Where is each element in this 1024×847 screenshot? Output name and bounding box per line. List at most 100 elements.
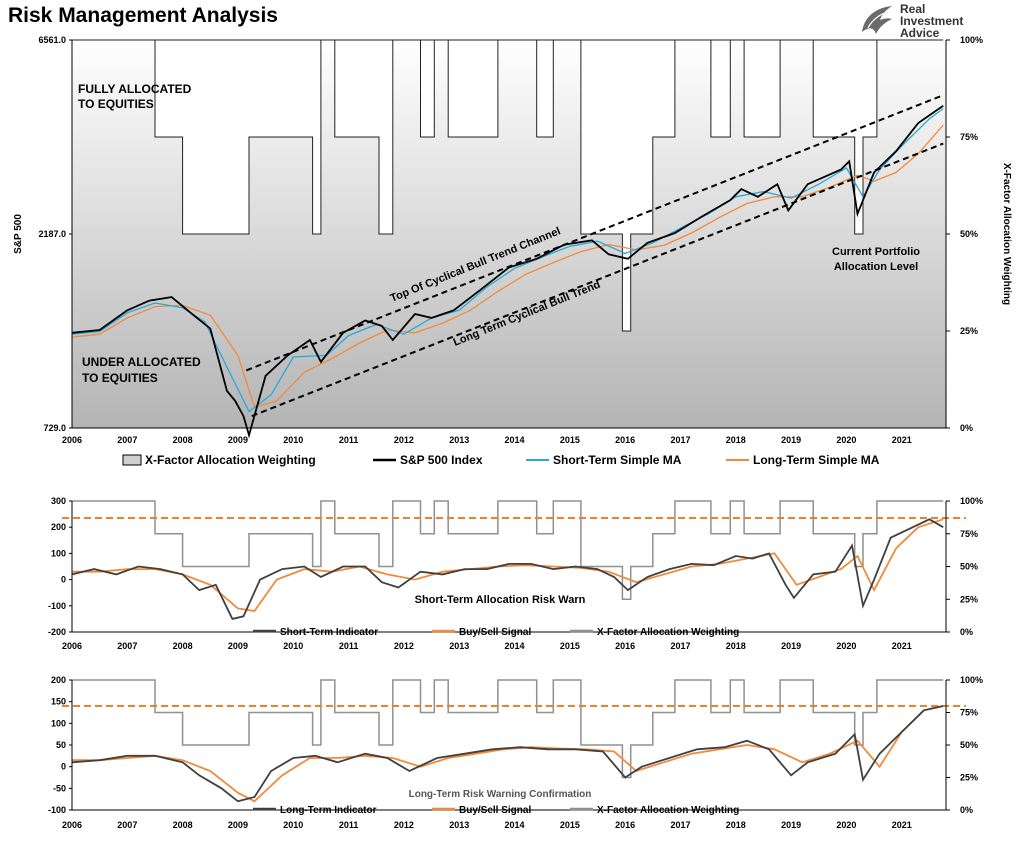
panel2-x-tick-2006: 2006: [62, 641, 82, 651]
panel2-x-tick-2020: 2020: [836, 641, 856, 651]
panel2-y-tick-100: 100: [51, 548, 66, 558]
panel1-x-tick-2019: 2019: [781, 435, 801, 445]
current-portfolio-label: Current Portfolio: [832, 246, 920, 258]
panel3-y-tick-100: 100: [51, 718, 66, 728]
panel1-x-tick-2012: 2012: [394, 435, 414, 445]
legend-xfactor-swatch: [122, 454, 142, 466]
panel2-x-tick-2021: 2021: [892, 641, 912, 651]
panel2-x-tick-2009: 2009: [228, 641, 248, 651]
panel3-y2-tick-25: 25%: [960, 773, 978, 783]
panel2-x-tick-2008: 2008: [173, 641, 193, 651]
panel1-x-tick-2021: 2021: [892, 435, 912, 445]
panel1-y2-tick-25: 25%: [960, 326, 978, 336]
panel1-x-tick-2014: 2014: [505, 435, 525, 445]
panel2-title: Short-Term Allocation Risk Warn: [415, 594, 586, 606]
panel1-short-ma-line: [71, 108, 944, 413]
panel3-y-tick-50: -50: [53, 783, 66, 793]
panel3-x-tick-2014: 2014: [505, 820, 525, 830]
panel1-x-tick-2017: 2017: [670, 435, 690, 445]
panel3-legend-indicator-label: Long-Term Indicator: [280, 805, 377, 816]
panel2-x-tick-2016: 2016: [615, 641, 635, 651]
panel1-xfactor-area: [72, 39, 944, 332]
fully-allocated-label-2: TO EQUITIES: [78, 97, 154, 111]
panel3-indicator-line: [71, 705, 944, 803]
panel2-x-tick-2018: 2018: [726, 641, 746, 651]
panel3-x-tick-2015: 2015: [560, 820, 580, 830]
panel3-title: Long-Term Risk Warning Confirmation: [409, 789, 592, 800]
panel2-y-tick-300: 300: [51, 496, 66, 506]
panel2-x-tick-2017: 2017: [670, 641, 690, 651]
brand-line-2: Investment: [900, 14, 964, 28]
panel2-y2-tick-0: 0%: [960, 627, 973, 637]
eagle-logo-icon: [862, 6, 892, 34]
panel2-legend-buy-sell-label: Buy/Sell Signal: [459, 627, 531, 638]
panel2-y2-tick-25: 25%: [960, 594, 978, 604]
panel1-x-tick-2007: 2007: [117, 435, 137, 445]
panel2-y2-tick-100: 100%: [960, 496, 983, 506]
panel3-y2-tick-100: 100%: [960, 675, 983, 685]
panel2-x-tick-2014: 2014: [505, 641, 525, 651]
legend-short-ma-label: Short-Term Simple MA: [553, 453, 682, 467]
panel3-x-tick-2008: 2008: [173, 820, 193, 830]
panel1-x-tick-2013: 2013: [449, 435, 469, 445]
panel3-x-tick-2013: 2013: [449, 820, 469, 830]
panel1-x-tick-2010: 2010: [283, 435, 303, 445]
panel3-y-tick-0: 0: [61, 762, 66, 772]
brand-line-3: Advice: [900, 26, 940, 40]
under-allocated-label-2: TO EQUITIES: [82, 371, 158, 385]
panel3-legend-xfactor-label: X-Factor Allocation Weighting: [597, 805, 739, 816]
panel1-x-tick-2011: 2011: [339, 435, 359, 445]
panel3-x-tick-2019: 2019: [781, 820, 801, 830]
panel1-x-tick-2009: 2009: [228, 435, 248, 445]
panel1-y2-tick-100: 100%: [960, 35, 983, 45]
panel3-y2-tick-75: 75%: [960, 708, 978, 718]
panel2-y-tick-100: -100: [48, 601, 66, 611]
panel2-y-tick-200: -200: [48, 627, 66, 637]
legend-xfactor-label: X-Factor Allocation Weighting: [145, 453, 316, 467]
panel2-buy-sell-line: [72, 518, 944, 612]
panel3-x-tick-2020: 2020: [836, 820, 856, 830]
panel3-y-tick-200: 200: [51, 675, 66, 685]
panel2-x-tick-2012: 2012: [394, 641, 414, 651]
panel1-y-axis-label: S&P 500: [13, 214, 24, 254]
panel2-x-tick-2019: 2019: [781, 641, 801, 651]
panel1-x-tick-2016: 2016: [615, 435, 635, 445]
panel1-x-tick-2015: 2015: [560, 435, 580, 445]
panel3-x-tick-2021: 2021: [892, 820, 912, 830]
panel1-y2-tick-50: 50%: [960, 229, 978, 239]
allocation-level-label: Allocation Level: [834, 261, 918, 273]
panel2-legend-xfactor-label: X-Factor Allocation Weighting: [597, 627, 739, 638]
panel3-x-tick-2016: 2016: [615, 820, 635, 830]
panel2-xfactor-line: [72, 500, 944, 601]
panel3-x-tick-2010: 2010: [283, 820, 303, 830]
panel2-legend-indicator-label: Short-Term Indicator: [280, 627, 378, 638]
panel2-y2-tick-50: 50%: [960, 562, 978, 572]
panel3-x-tick-2017: 2017: [670, 820, 690, 830]
panel3-y-tick-50: 50: [56, 740, 66, 750]
panel3-legend-buy-sell-label: Buy/Sell Signal: [459, 805, 531, 816]
panel1-x-tick-2020: 2020: [836, 435, 856, 445]
panel2-x-tick-2011: 2011: [339, 641, 359, 651]
fully-allocated-label: FULLY ALLOCATED: [78, 82, 192, 96]
panel1-x-tick-2008: 2008: [173, 435, 193, 445]
panel2-x-tick-2007: 2007: [117, 641, 137, 651]
panel1-long-ma-line: [71, 124, 944, 408]
panel1-y2-tick-0: 0%: [960, 423, 973, 433]
brand-line-1: Real: [900, 2, 926, 16]
brand-name: Real Investment Advice: [900, 3, 963, 39]
panel1-x-tick-2018: 2018: [726, 435, 746, 445]
panel3-x-tick-2012: 2012: [394, 820, 414, 830]
panel3-y2-tick-50: 50%: [960, 740, 978, 750]
panel1-y2-tick-75: 75%: [960, 132, 978, 142]
panel3-x-tick-2007: 2007: [117, 820, 137, 830]
top-trend-channel-line: [245, 94, 944, 372]
panel2-x-tick-2015: 2015: [560, 641, 580, 651]
panel1-y2-axis-label: X-Factor Allocation Weighting: [1001, 163, 1012, 305]
panel1-y-tick-729-0: 729.0: [43, 423, 66, 433]
panel3-x-tick-2006: 2006: [62, 820, 82, 830]
panel3-x-tick-2009: 2009: [228, 820, 248, 830]
panel1-y-tick-6561-0: 6561.0: [38, 35, 66, 45]
panel3-x-tick-2018: 2018: [726, 820, 746, 830]
panel1-y-tick-2187-0: 2187.0: [38, 229, 66, 239]
